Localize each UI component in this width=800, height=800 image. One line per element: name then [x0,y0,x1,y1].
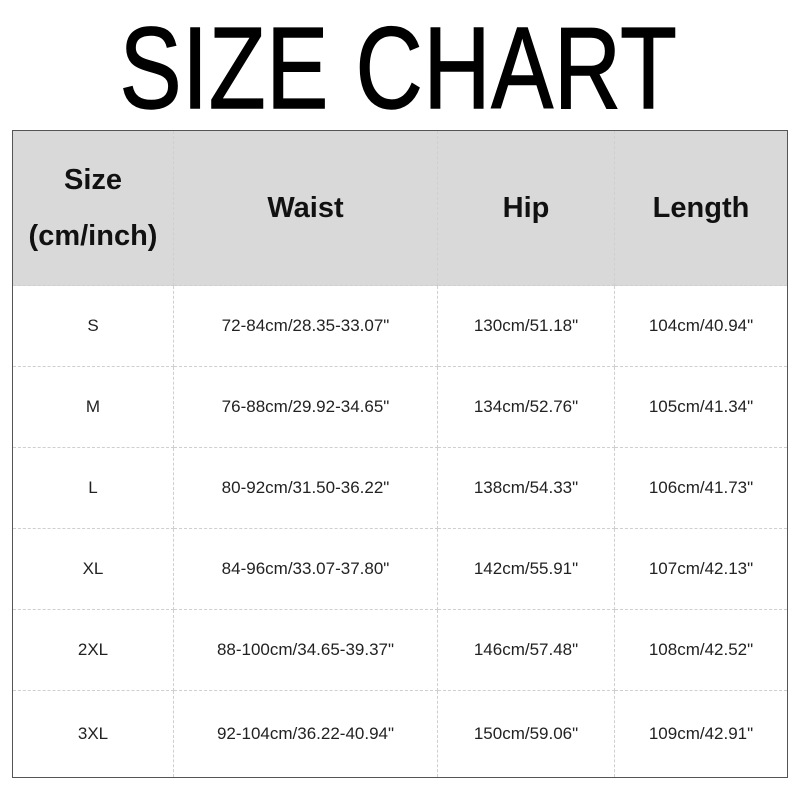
header-size-label: Size [63,164,123,196]
cell-length: 104cm/40.94" [614,285,788,367]
table-row: XL 84-96cm/33.07-37.80" 142cm/55.91" 107cm/… [12,528,788,610]
cell-waist: 84-96cm/33.07-37.80" [173,528,438,610]
table-row: L 80-92cm/31.50-36.22" 138cm/54.33" 106cm/4… [12,447,788,529]
cell-size: 3XL [12,690,174,778]
cell-hip: 142cm/55.91" [437,528,615,610]
cell-size: M [12,366,174,448]
cell-waist: 88-100cm/34.65-39.37" [173,609,438,691]
cell-length: 107cm/42.13" [614,528,788,610]
header-hip: Hip [437,130,615,286]
cell-waist: 80-92cm/31.50-36.22" [173,447,438,529]
cell-hip: 130cm/51.18" [437,285,615,367]
cell-length: 105cm/41.34" [614,366,788,448]
header-row: Size (cm/inch) Waist Hip Length [12,130,788,286]
table-row: S 72-84cm/28.35-33.07" 130cm/51.18" 104cm/4… [12,285,788,367]
header-size: Size (cm/inch) [12,130,174,286]
cell-waist: 72-84cm/28.35-33.07" [173,285,438,367]
page-title: SIZE CHART [119,3,678,133]
cell-hip: 146cm/57.48" [437,609,615,691]
header-length: Length [614,130,788,286]
header-waist: Waist [173,130,438,286]
cell-size: S [12,285,174,367]
cell-waist: 76-88cm/29.92-34.65" [173,366,438,448]
table-row: M 76-88cm/29.92-34.65" 134cm/52.76" 105cm/4… [12,366,788,448]
table-row: 3XL 92-104cm/36.22-40.94" 150cm/59.06" 109c… [12,690,788,778]
cell-waist: 92-104cm/36.22-40.94" [173,690,438,778]
cell-hip: 138cm/54.33" [437,447,615,529]
cell-length: 108cm/42.52" [614,609,788,691]
cell-hip: 150cm/59.06" [437,690,615,778]
cell-length: 106cm/41.73" [614,447,788,529]
cell-size: 2XL [12,609,174,691]
cell-length: 109cm/42.91" [614,690,788,778]
table-row: 2XL 88-100cm/34.65-39.37" 146cm/57.48" 108c… [12,609,788,691]
header-size-unit: (cm/inch) [28,220,158,252]
cell-size: XL [12,528,174,610]
cell-hip: 134cm/52.76" [437,366,615,448]
size-chart-table: Size (cm/inch) Waist Hip Length S 72-84cm/… [12,130,788,778]
cell-size: L [12,447,174,529]
